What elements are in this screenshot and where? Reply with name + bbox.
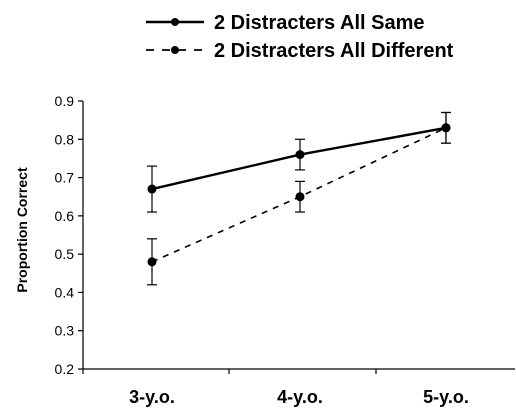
- y-tick-label: 0.8: [55, 131, 75, 147]
- axes: [82, 101, 515, 370]
- data-point: [295, 192, 305, 202]
- x-tick-label: 5-y.o.: [423, 387, 469, 407]
- y-tick-label: 0.7: [55, 170, 75, 186]
- data-point: [147, 184, 157, 194]
- series-2: [147, 111, 451, 286]
- y-axis-label: Proportion Correct: [14, 167, 30, 293]
- y-tick-label: 0.9: [55, 93, 75, 109]
- legend: 2 Distracters All Same 2 Distracters All …: [146, 12, 454, 62]
- y-tick-label: 0.6: [55, 208, 75, 224]
- y-tick-label: 0.5: [55, 246, 75, 262]
- legend-label: 2 Distracters All Different: [214, 40, 454, 62]
- y-tick-label: 0.3: [55, 323, 75, 339]
- series-layer: [147, 111, 451, 286]
- x-ticks: 3-y.o. 4-y.o. 5-y.o.: [82, 369, 469, 407]
- x-tick-label: 3-y.o.: [129, 387, 175, 407]
- y-ticks: 0.2 0.3 0.4 0.5 0.6 0.7 0.8 0.9: [55, 93, 83, 377]
- x-tick-label: 4-y.o.: [277, 387, 323, 407]
- data-point: [147, 257, 157, 267]
- data-point: [441, 123, 451, 133]
- legend-entry: 2 Distracters All Same: [146, 12, 424, 34]
- legend-marker: [171, 46, 179, 54]
- legend-label: 2 Distracters All Same: [214, 12, 424, 34]
- legend-marker: [171, 18, 179, 26]
- legend-entry: 2 Distracters All Different: [146, 40, 454, 62]
- data-point: [295, 150, 305, 160]
- y-tick-label: 0.2: [55, 361, 75, 377]
- y-tick-label: 0.4: [55, 284, 75, 300]
